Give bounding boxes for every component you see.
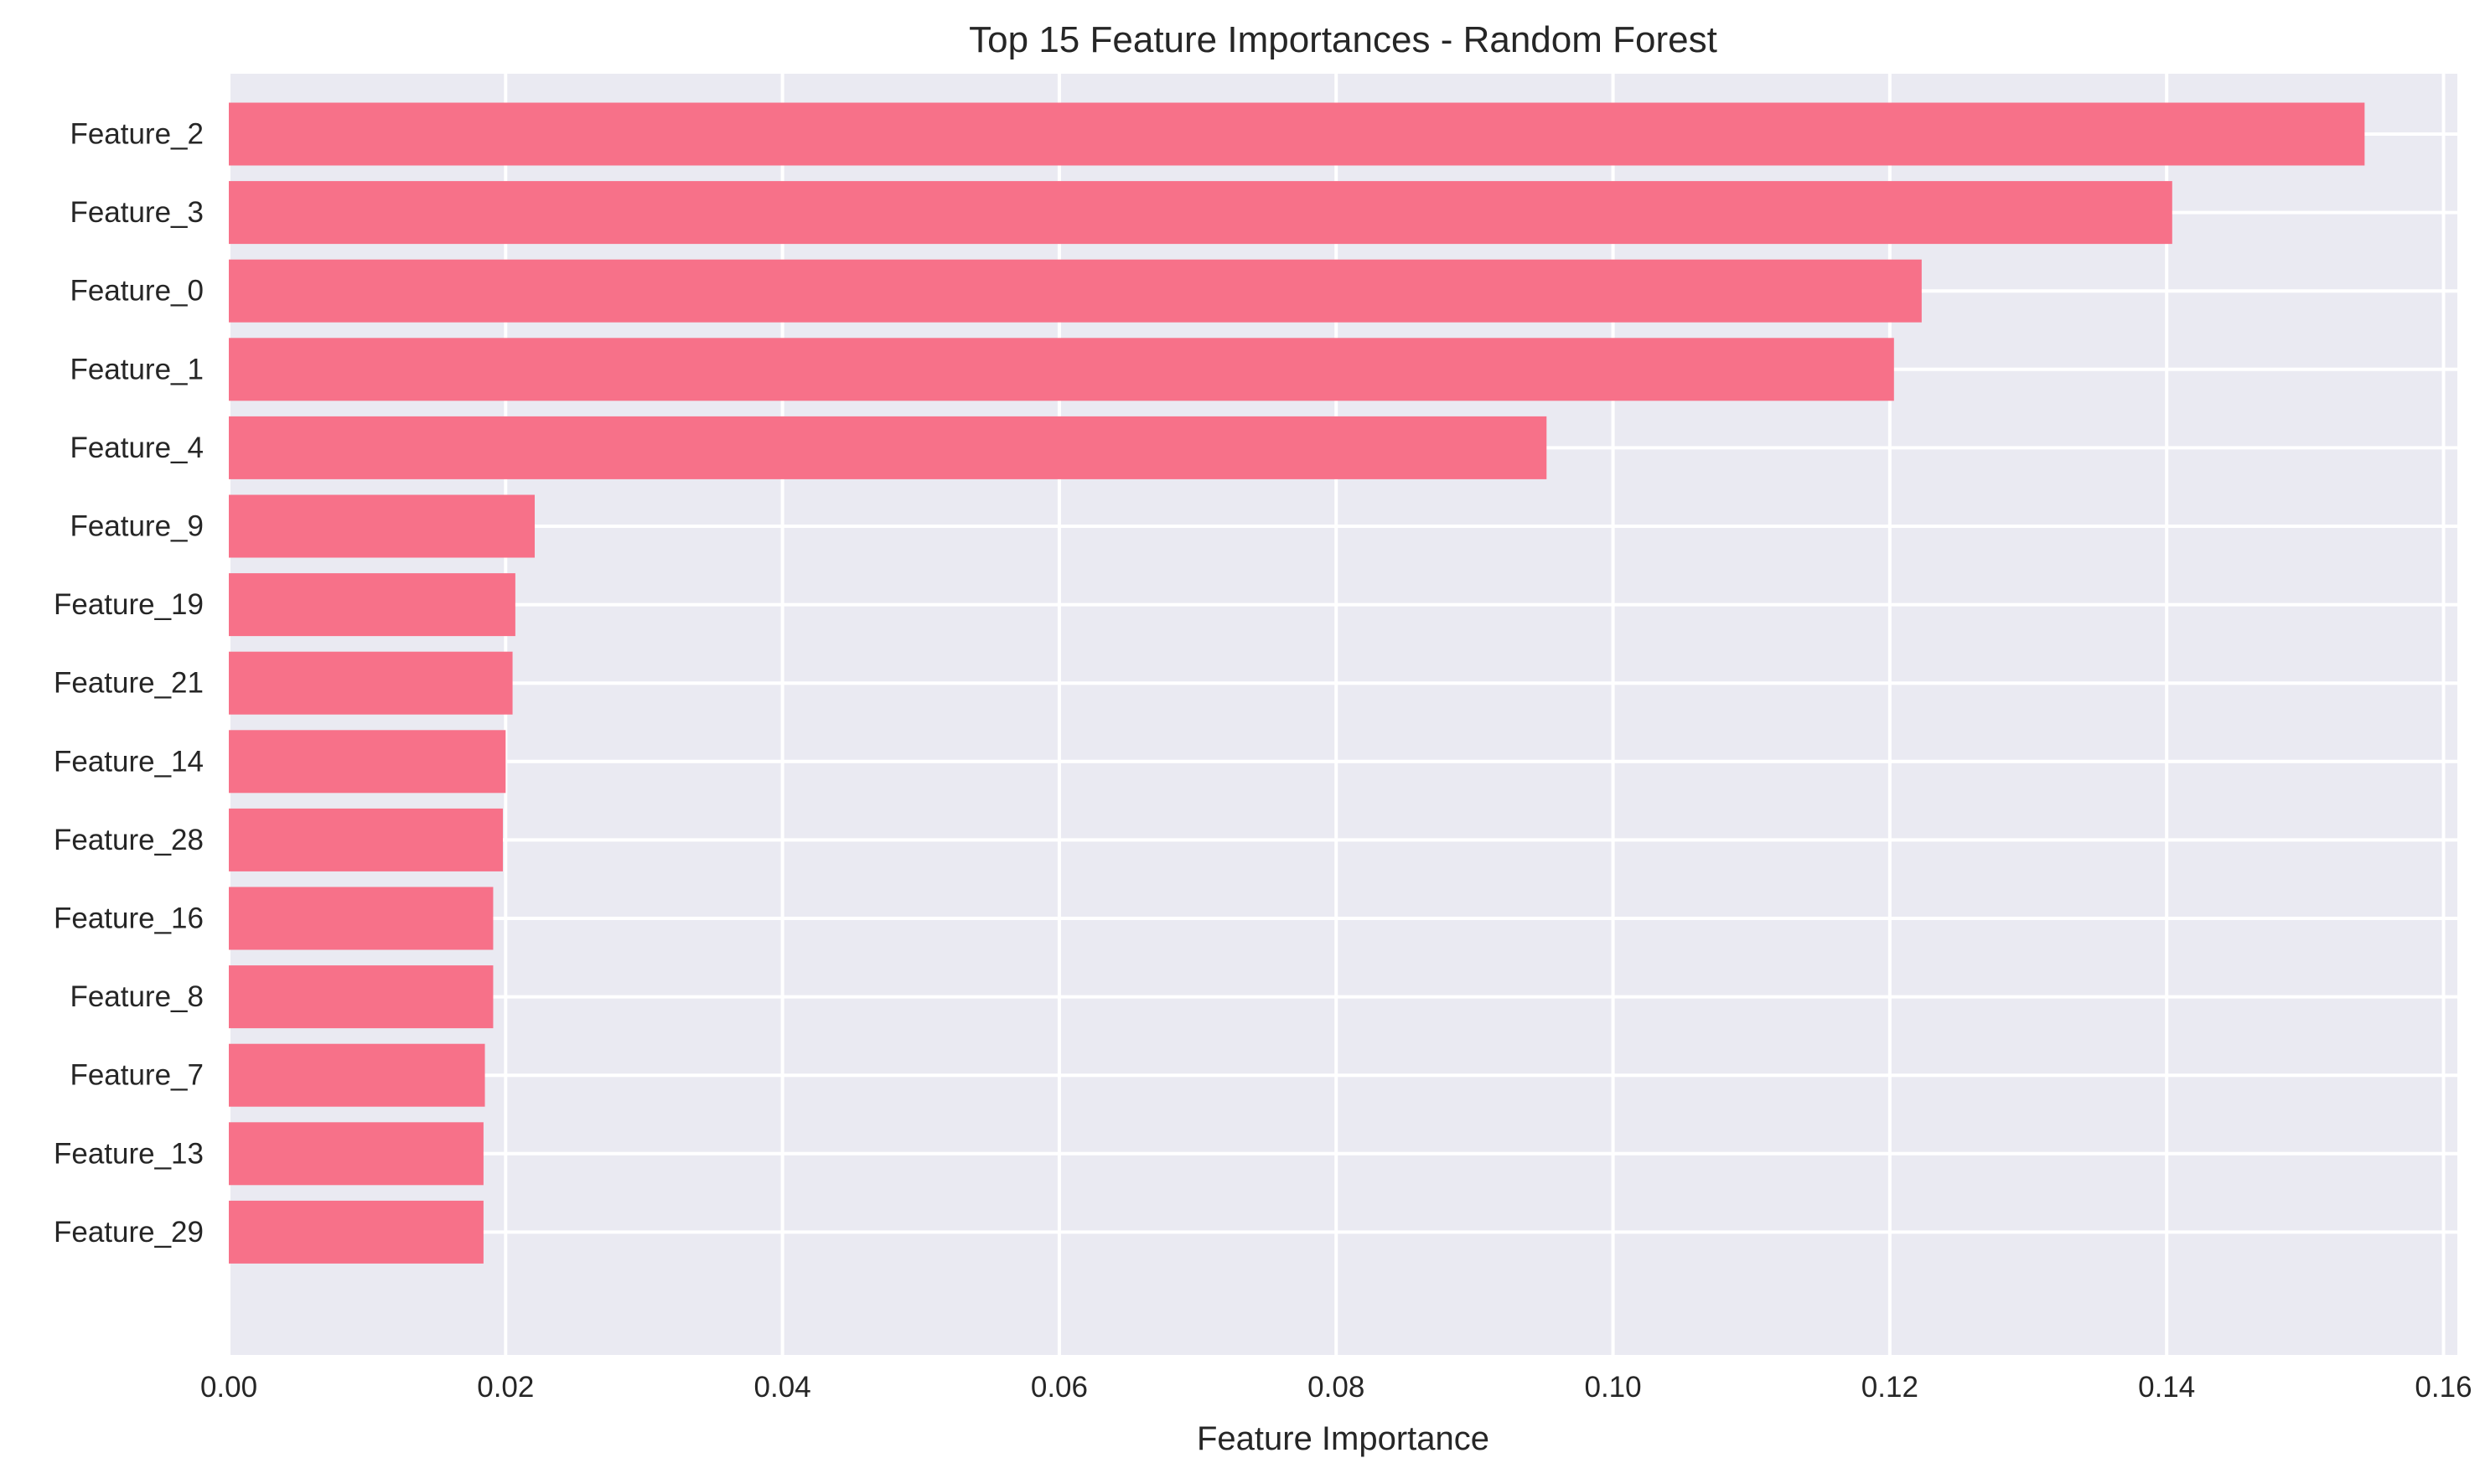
bar-feature-19: [229, 573, 515, 637]
y-tick-label: Feature_8: [70, 980, 204, 1013]
bar-feature-1: [229, 338, 1894, 401]
y-tick-label: Feature_3: [70, 196, 204, 229]
bar-feature-14: [229, 730, 506, 794]
bar-feature-3: [229, 181, 2172, 245]
x-tick-label: 0.16: [2415, 1371, 2472, 1404]
bar-feature-8: [229, 965, 494, 1029]
y-tick-label: Feature_19: [54, 588, 204, 621]
y-tick-label: Feature_29: [54, 1216, 204, 1249]
x-tick-label: 0.14: [2138, 1371, 2195, 1404]
y-tick-label: Feature_4: [70, 432, 204, 464]
y-tick-label: Feature_21: [54, 667, 204, 700]
x-tick-label: 0.02: [477, 1371, 534, 1404]
bar-feature-9: [229, 494, 535, 558]
y-tick-label: Feature_7: [70, 1059, 204, 1092]
bar-feature-13: [229, 1122, 484, 1186]
bar-feature-4: [229, 416, 1547, 479]
x-tick-label: 0.04: [754, 1371, 811, 1404]
y-tick-label: Feature_1: [70, 353, 204, 385]
bar-feature-28: [229, 808, 504, 871]
y-tick-label: Feature_14: [54, 745, 204, 778]
chart-title: Top 15 Feature Importances - Random Fore…: [969, 19, 1717, 60]
x-tick-label: 0.06: [1031, 1371, 1088, 1404]
y-tick-label: Feature_0: [70, 275, 204, 308]
x-tick-label: 0.08: [1307, 1371, 1364, 1404]
x-tick-label: 0.12: [1861, 1371, 1918, 1404]
bar-feature-2: [229, 102, 2365, 166]
y-tick-label: Feature_9: [70, 510, 204, 543]
y-tick-label: Feature_2: [70, 118, 204, 151]
bar-feature-0: [229, 259, 1922, 323]
x-tick-label: 0.10: [1584, 1371, 1641, 1404]
bar-feature-7: [229, 1043, 485, 1107]
y-tick-label: Feature_13: [54, 1137, 204, 1170]
y-tick-label: Feature_16: [54, 902, 204, 935]
x-tick-labels: 0.00 0.02 0.04 0.06 0.08 0.10 0.12 0.14 0.16: [200, 1371, 2472, 1404]
bar-feature-29: [229, 1200, 484, 1264]
x-tick-label: 0.00: [200, 1371, 257, 1404]
y-tick-label: Feature_28: [54, 824, 204, 856]
bar-feature-21: [229, 651, 513, 715]
bar-feature-16: [229, 887, 494, 950]
x-axis-title: Feature Importance: [1197, 1420, 1489, 1457]
y-tick-labels: Feature_2 Feature_3 Feature_0 Feature_1 Feat…: [54, 118, 204, 1249]
bars: [229, 102, 2365, 1264]
